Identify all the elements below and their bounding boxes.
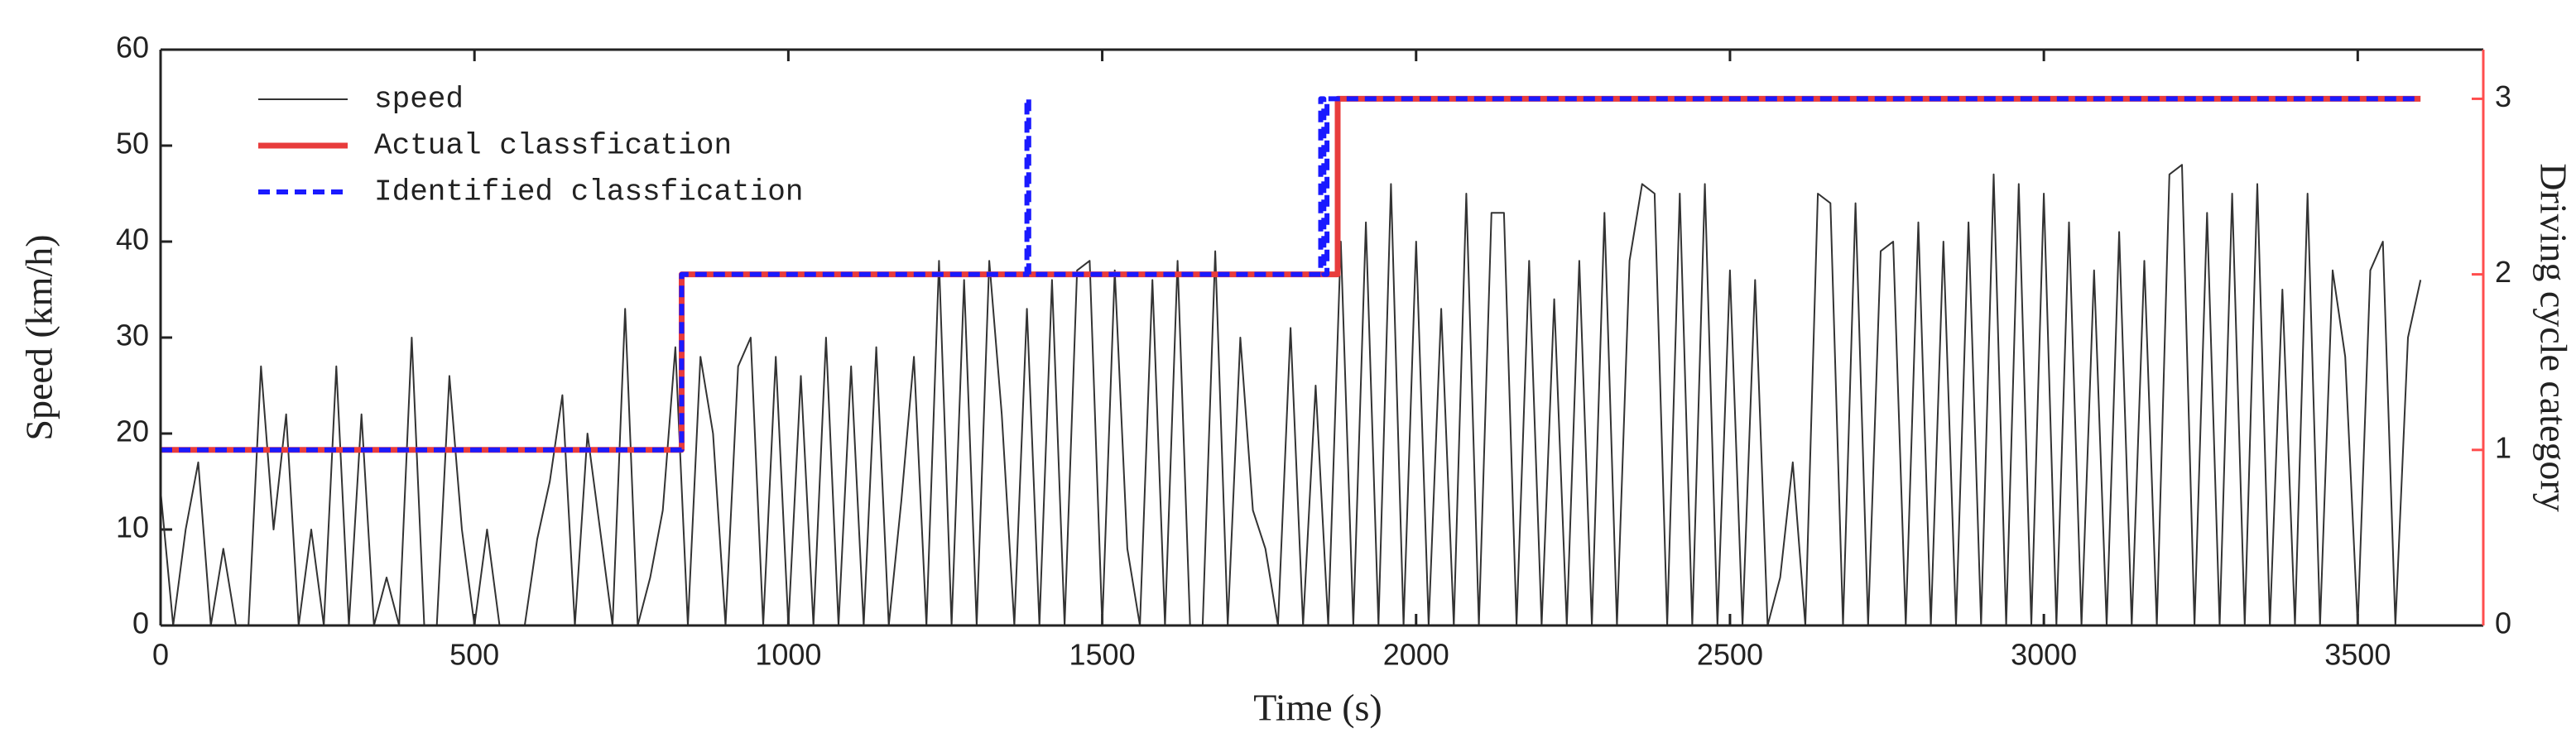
legend-label: Identified classfication	[374, 175, 803, 209]
x-tick-label: 0	[152, 638, 169, 672]
legend-label: speed	[374, 83, 464, 117]
y2-tick-label: 3	[2495, 79, 2511, 113]
y2-tick-label: 0	[2495, 606, 2511, 640]
y2-axis-label: Driving cycle category	[2532, 163, 2574, 511]
x-tick-label: 2500	[1697, 638, 1763, 672]
y-tick-label: 0	[132, 606, 149, 640]
y-tick-label: 20	[116, 415, 149, 448]
y2-tick-label: 1	[2495, 430, 2511, 464]
x-tick-label: 2000	[1383, 638, 1449, 672]
y-tick-label: 50	[116, 127, 149, 161]
y-tick-label: 10	[116, 510, 149, 544]
y-tick-label: 30	[116, 319, 149, 352]
series-line	[160, 164, 2422, 626]
series-line	[161, 96, 2421, 453]
y-tick-label: 60	[116, 31, 149, 65]
x-tick-label: 1500	[1069, 638, 1136, 672]
x-tick-label: 500	[449, 638, 499, 672]
y-tick-label: 40	[116, 223, 149, 256]
x-tick-label: 1000	[755, 638, 821, 672]
y2-tick-label: 2	[2495, 255, 2511, 289]
x-tick-label: 3000	[2011, 638, 2077, 672]
y-axis-label: Speed (km/h)	[18, 234, 60, 440]
legend-label: Actual classfication	[374, 129, 732, 163]
x-axis-label: Time (s)	[1253, 687, 1382, 729]
x-tick-label: 3500	[2324, 638, 2391, 672]
